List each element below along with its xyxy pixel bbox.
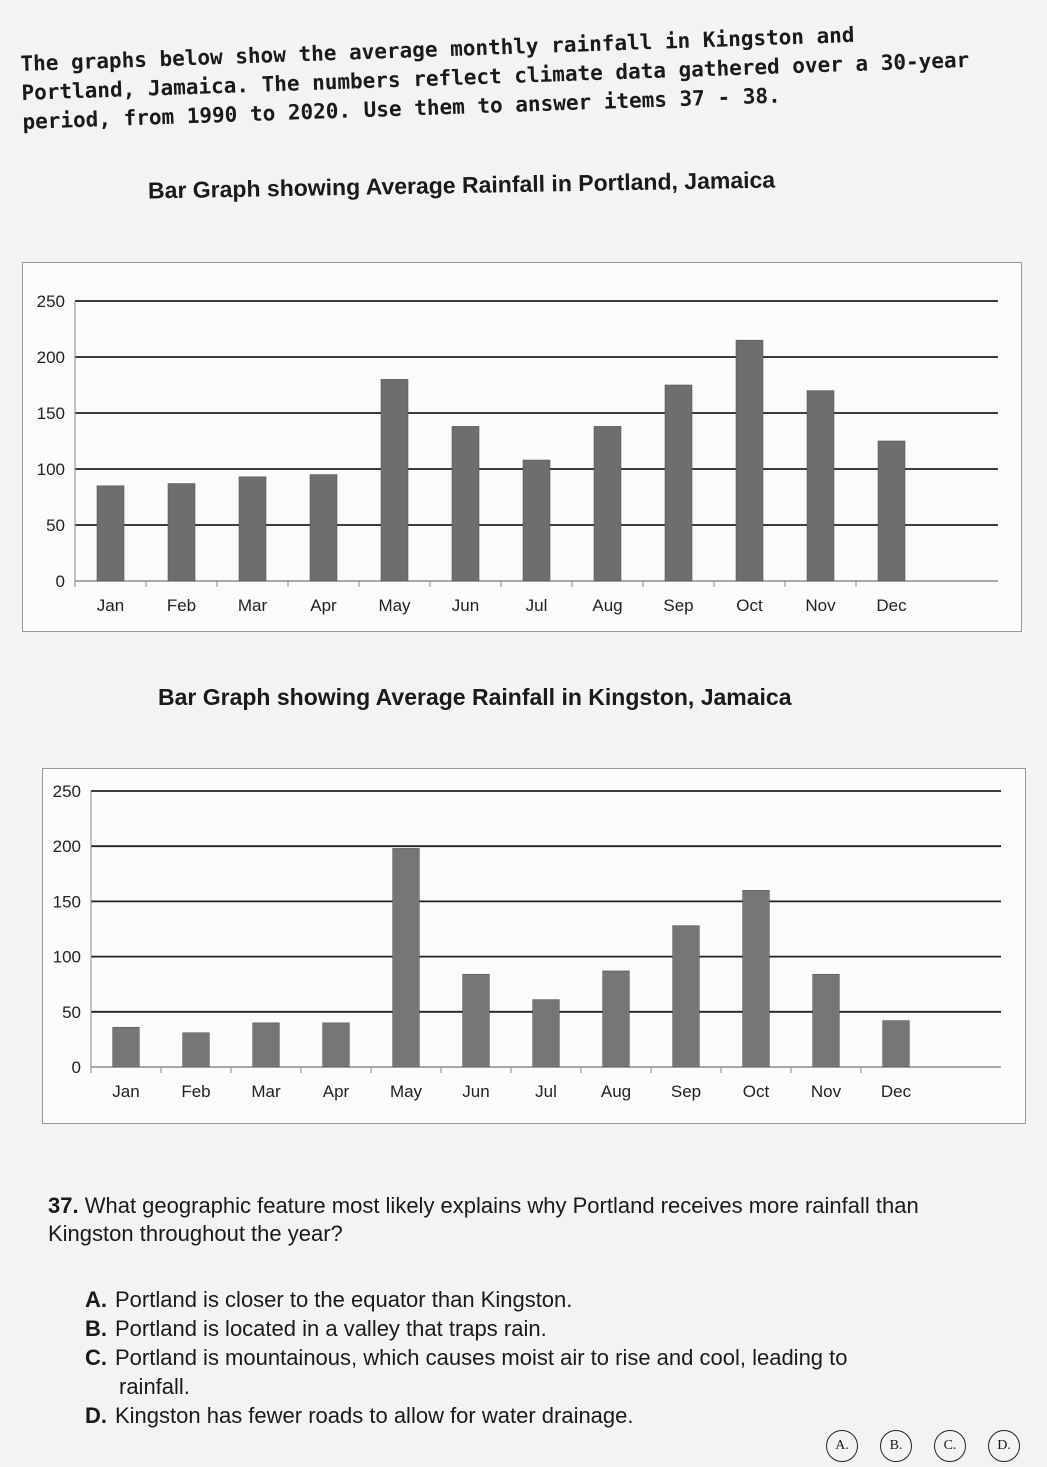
- y-tick-label: 200: [37, 348, 65, 367]
- x-tick-label: Mar: [251, 1082, 281, 1101]
- x-tick-label: Apr: [310, 596, 337, 615]
- x-tick-label: Aug: [601, 1082, 631, 1101]
- x-tick-label: Jun: [452, 596, 479, 615]
- bar-may: [380, 379, 409, 582]
- option-text: Portland is closer to the equator than K…: [115, 1287, 573, 1312]
- bubble-a[interactable]: A.: [826, 1430, 858, 1462]
- kingston-chart-svg: 0 50 100 150 200 250 Jan Feb Mar Apr May Jun Jul Aug S…: [53, 782, 1001, 1101]
- question-number: 37.: [48, 1193, 79, 1218]
- x-tick-label: Feb: [167, 596, 196, 615]
- y-tick-label: 50: [46, 516, 65, 535]
- y-tick-label: 150: [53, 892, 81, 911]
- option-b[interactable]: B. Portland is located in a valley that t…: [85, 1314, 985, 1343]
- bar-sep: [672, 925, 700, 1068]
- x-tick-label: May: [390, 1082, 423, 1101]
- bar-jul: [522, 459, 551, 582]
- intro-text: The graphs below show the average monthl…: [20, 22, 970, 134]
- bar-nov: [806, 390, 835, 582]
- x-tick-label: Mar: [238, 596, 268, 615]
- bar-oct: [735, 339, 764, 582]
- x-tick-label: Aug: [592, 596, 622, 615]
- y-tick-label: 100: [37, 460, 65, 479]
- bar-sep: [664, 384, 693, 582]
- question-text: What geographic feature most likely expl…: [48, 1193, 919, 1246]
- bar-dec: [882, 1020, 910, 1068]
- y-tick-label: 250: [53, 782, 81, 801]
- option-text: Portland is located in a valley that tra…: [115, 1316, 547, 1341]
- portland-chart: 0 50 100 150 200 250 Jan Feb Mar Apr May Jun Jul Aug S…: [22, 262, 1022, 632]
- y-tick-label: 250: [37, 292, 65, 311]
- answer-bubbles: A. B. C. D.: [826, 1430, 1020, 1462]
- question-37: 37. What geographic feature most likely …: [48, 1192, 998, 1248]
- option-text: Portland is mountainous, which causes mo…: [115, 1345, 848, 1370]
- x-tick-label: May: [378, 596, 411, 615]
- option-d[interactable]: D. Kingston has fewer roads to allow for …: [85, 1401, 985, 1430]
- x-tick-label: Jul: [526, 596, 548, 615]
- x-tick-label: Apr: [323, 1082, 350, 1101]
- y-tick-label: 50: [62, 1003, 81, 1022]
- y-tick-label: 150: [37, 404, 65, 423]
- bar-apr: [309, 474, 338, 582]
- bar-jun: [451, 426, 480, 582]
- option-letter: C.: [85, 1345, 107, 1370]
- y-tick-label: 200: [53, 837, 81, 856]
- bar-oct: [742, 890, 770, 1068]
- x-tick-label: Jan: [97, 596, 124, 615]
- bar-may: [392, 848, 420, 1068]
- option-text-cont: rainfall.: [119, 1374, 190, 1399]
- x-tick-label: Nov: [805, 596, 836, 615]
- bar-aug: [602, 970, 630, 1068]
- bar-jan: [112, 1026, 140, 1068]
- option-letter: D.: [85, 1403, 107, 1428]
- x-tick-label: Sep: [671, 1082, 701, 1101]
- kingston-chart-title: Bar Graph showing Average Rainfall in Ki…: [158, 684, 792, 710]
- bar-mar: [238, 476, 267, 582]
- kingston-chart: 0 50 100 150 200 250 Jan Feb Mar Apr May Jun Jul Aug S…: [42, 768, 1026, 1124]
- x-tick-label: Dec: [876, 596, 907, 615]
- y-tick-label: 100: [53, 948, 81, 967]
- x-tick-label: Dec: [881, 1082, 912, 1101]
- bar-feb: [167, 483, 196, 582]
- portland-chart-title: Bar Graph showing Average Rainfall in Po…: [147, 166, 776, 204]
- bar-apr: [322, 1022, 350, 1068]
- bar-feb: [182, 1032, 210, 1068]
- x-tick-label: Jul: [535, 1082, 557, 1101]
- bar-mar: [252, 1022, 280, 1068]
- option-letter: B.: [85, 1316, 107, 1341]
- bar-dec: [877, 440, 906, 582]
- y-tick-label: 0: [72, 1058, 81, 1077]
- x-tick-label: Jun: [462, 1082, 489, 1101]
- answer-options: A. Portland is closer to the equator than…: [85, 1285, 985, 1430]
- x-tick-label: Nov: [811, 1082, 842, 1101]
- bubble-d[interactable]: D.: [988, 1430, 1020, 1462]
- bar-jul: [532, 999, 560, 1068]
- x-tick-label: Oct: [743, 1082, 770, 1101]
- x-tick-label: Jan: [112, 1082, 139, 1101]
- bar-aug: [593, 426, 622, 582]
- option-a[interactable]: A. Portland is closer to the equator than…: [85, 1285, 985, 1314]
- x-tick-label: Feb: [181, 1082, 210, 1101]
- x-tick-label: Oct: [736, 596, 763, 615]
- option-letter: A.: [85, 1287, 107, 1312]
- option-c[interactable]: C. Portland is mountainous, which causes …: [85, 1343, 985, 1401]
- bar-nov: [812, 973, 840, 1068]
- x-tick-label: Sep: [663, 596, 693, 615]
- portland-chart-svg: 0 50 100 150 200 250 Jan Feb Mar Apr May Jun Jul Aug S…: [37, 292, 998, 615]
- bar-jun: [462, 973, 490, 1068]
- bubble-c[interactable]: C.: [934, 1430, 966, 1462]
- bar-jan: [96, 485, 125, 582]
- bubble-b[interactable]: B.: [880, 1430, 912, 1462]
- y-tick-label: 0: [56, 572, 65, 591]
- option-text: Kingston has fewer roads to allow for wa…: [115, 1403, 634, 1428]
